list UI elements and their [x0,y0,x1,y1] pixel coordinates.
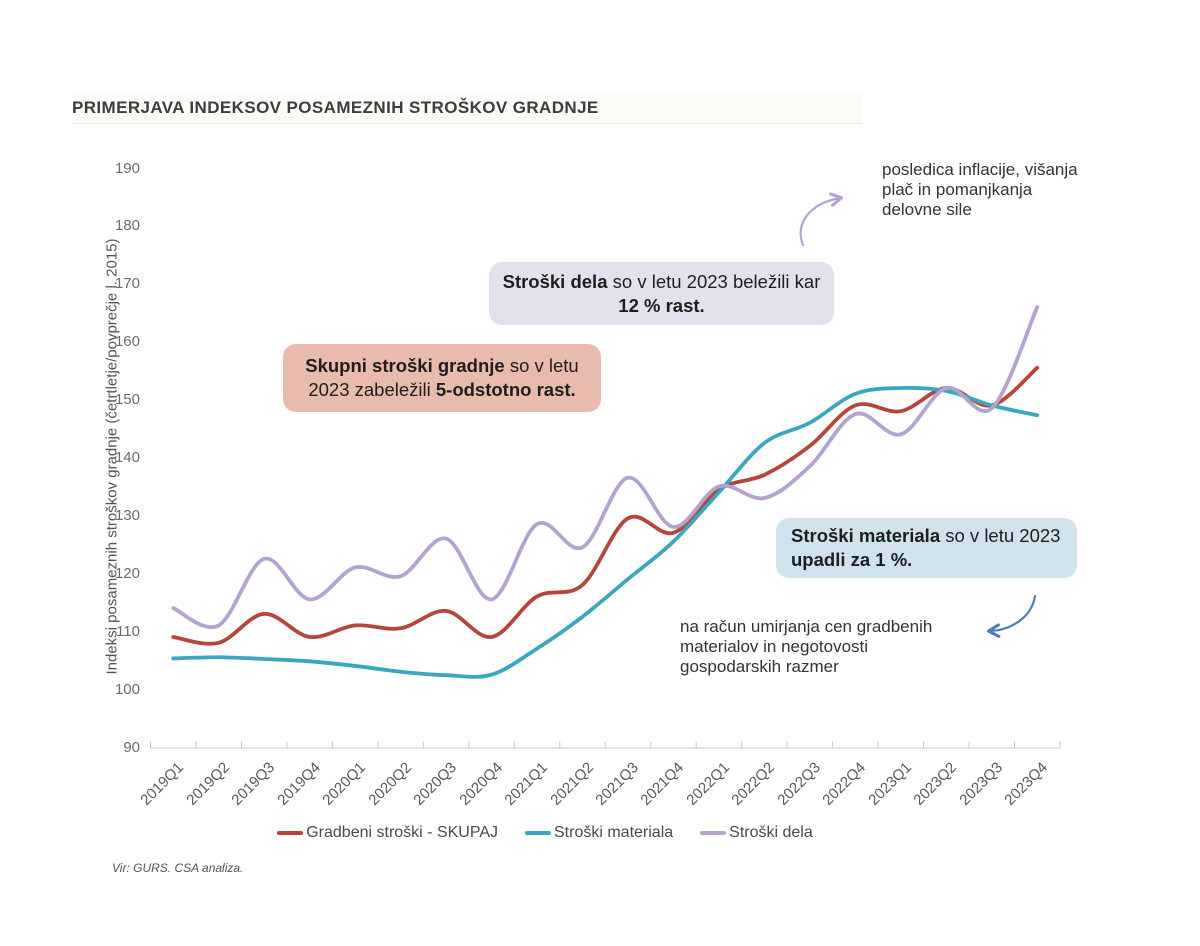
legend-label: Stroški dela [729,824,813,841]
y-tick-label: 170 [114,275,140,293]
y-tick-label: 140 [114,449,140,466]
y-tick-label: 110 [116,622,140,640]
labor-cause-arrow-icon [799,198,840,247]
legend-label: Gradbeni stroški - SKUPAJ [306,824,498,841]
legend-swatch-stroski-dela [700,831,727,835]
series-lines [171,305,1040,679]
y-tick-label: 160 [114,333,140,351]
line-stroski-materiala [171,385,1040,679]
page-title: PRIMERJAVA INDEKSOV POSAMEZNIH STROŠKOV … [72,98,599,117]
labor-cause-note: posledica inflacije, višanja plač in pom… [882,160,1078,220]
material-cause-note: na račun umirjanja cen gradbenih materia… [680,617,933,677]
legend-label: Stroški materiala [554,824,674,841]
y-tick-label: 190 [114,159,140,177]
labor-costs-callout: Stroški dela so v letu 2023 beležili kar… [489,262,834,325]
legend-item-stroski-materiala: Stroški materiala [525,824,673,842]
legend-swatch-stroski-materiala [525,831,551,835]
legend-item-gradbeni-stroski-skupaj: Gradbeni stroški - SKUPAJ [277,824,498,842]
y-tick-label: 130 [114,506,140,524]
y-tick-label: 180 [114,217,140,235]
x-axis [150,741,1061,749]
legend: Gradbeni stroški - SKUPAJ Stroški materia… [150,824,940,842]
source-note: Vir: GURS. CSA analiza. [112,861,244,875]
legend-swatch-gradbeni-stroski-skupaj [277,831,304,835]
title-strip [72,92,862,124]
material-costs-callout: Stroški materiala so v letu 2023 upadli … [776,518,1077,578]
y-tick-label: 150 [114,391,140,409]
y-tick-label: 120 [114,564,140,582]
y-tick-label: 100 [114,680,140,698]
legend-item-stroski-dela: Stroški dela [700,824,813,842]
line-stroski-dela [171,305,1040,630]
material-cause-arrow-icon [990,594,1037,631]
line-gradbeni-stroski-skupaj [171,365,1040,646]
total-costs-callout: Skupni stroški gradnje so v letu 2023 za… [283,344,601,412]
y-tick-label: 90 [123,738,140,756]
